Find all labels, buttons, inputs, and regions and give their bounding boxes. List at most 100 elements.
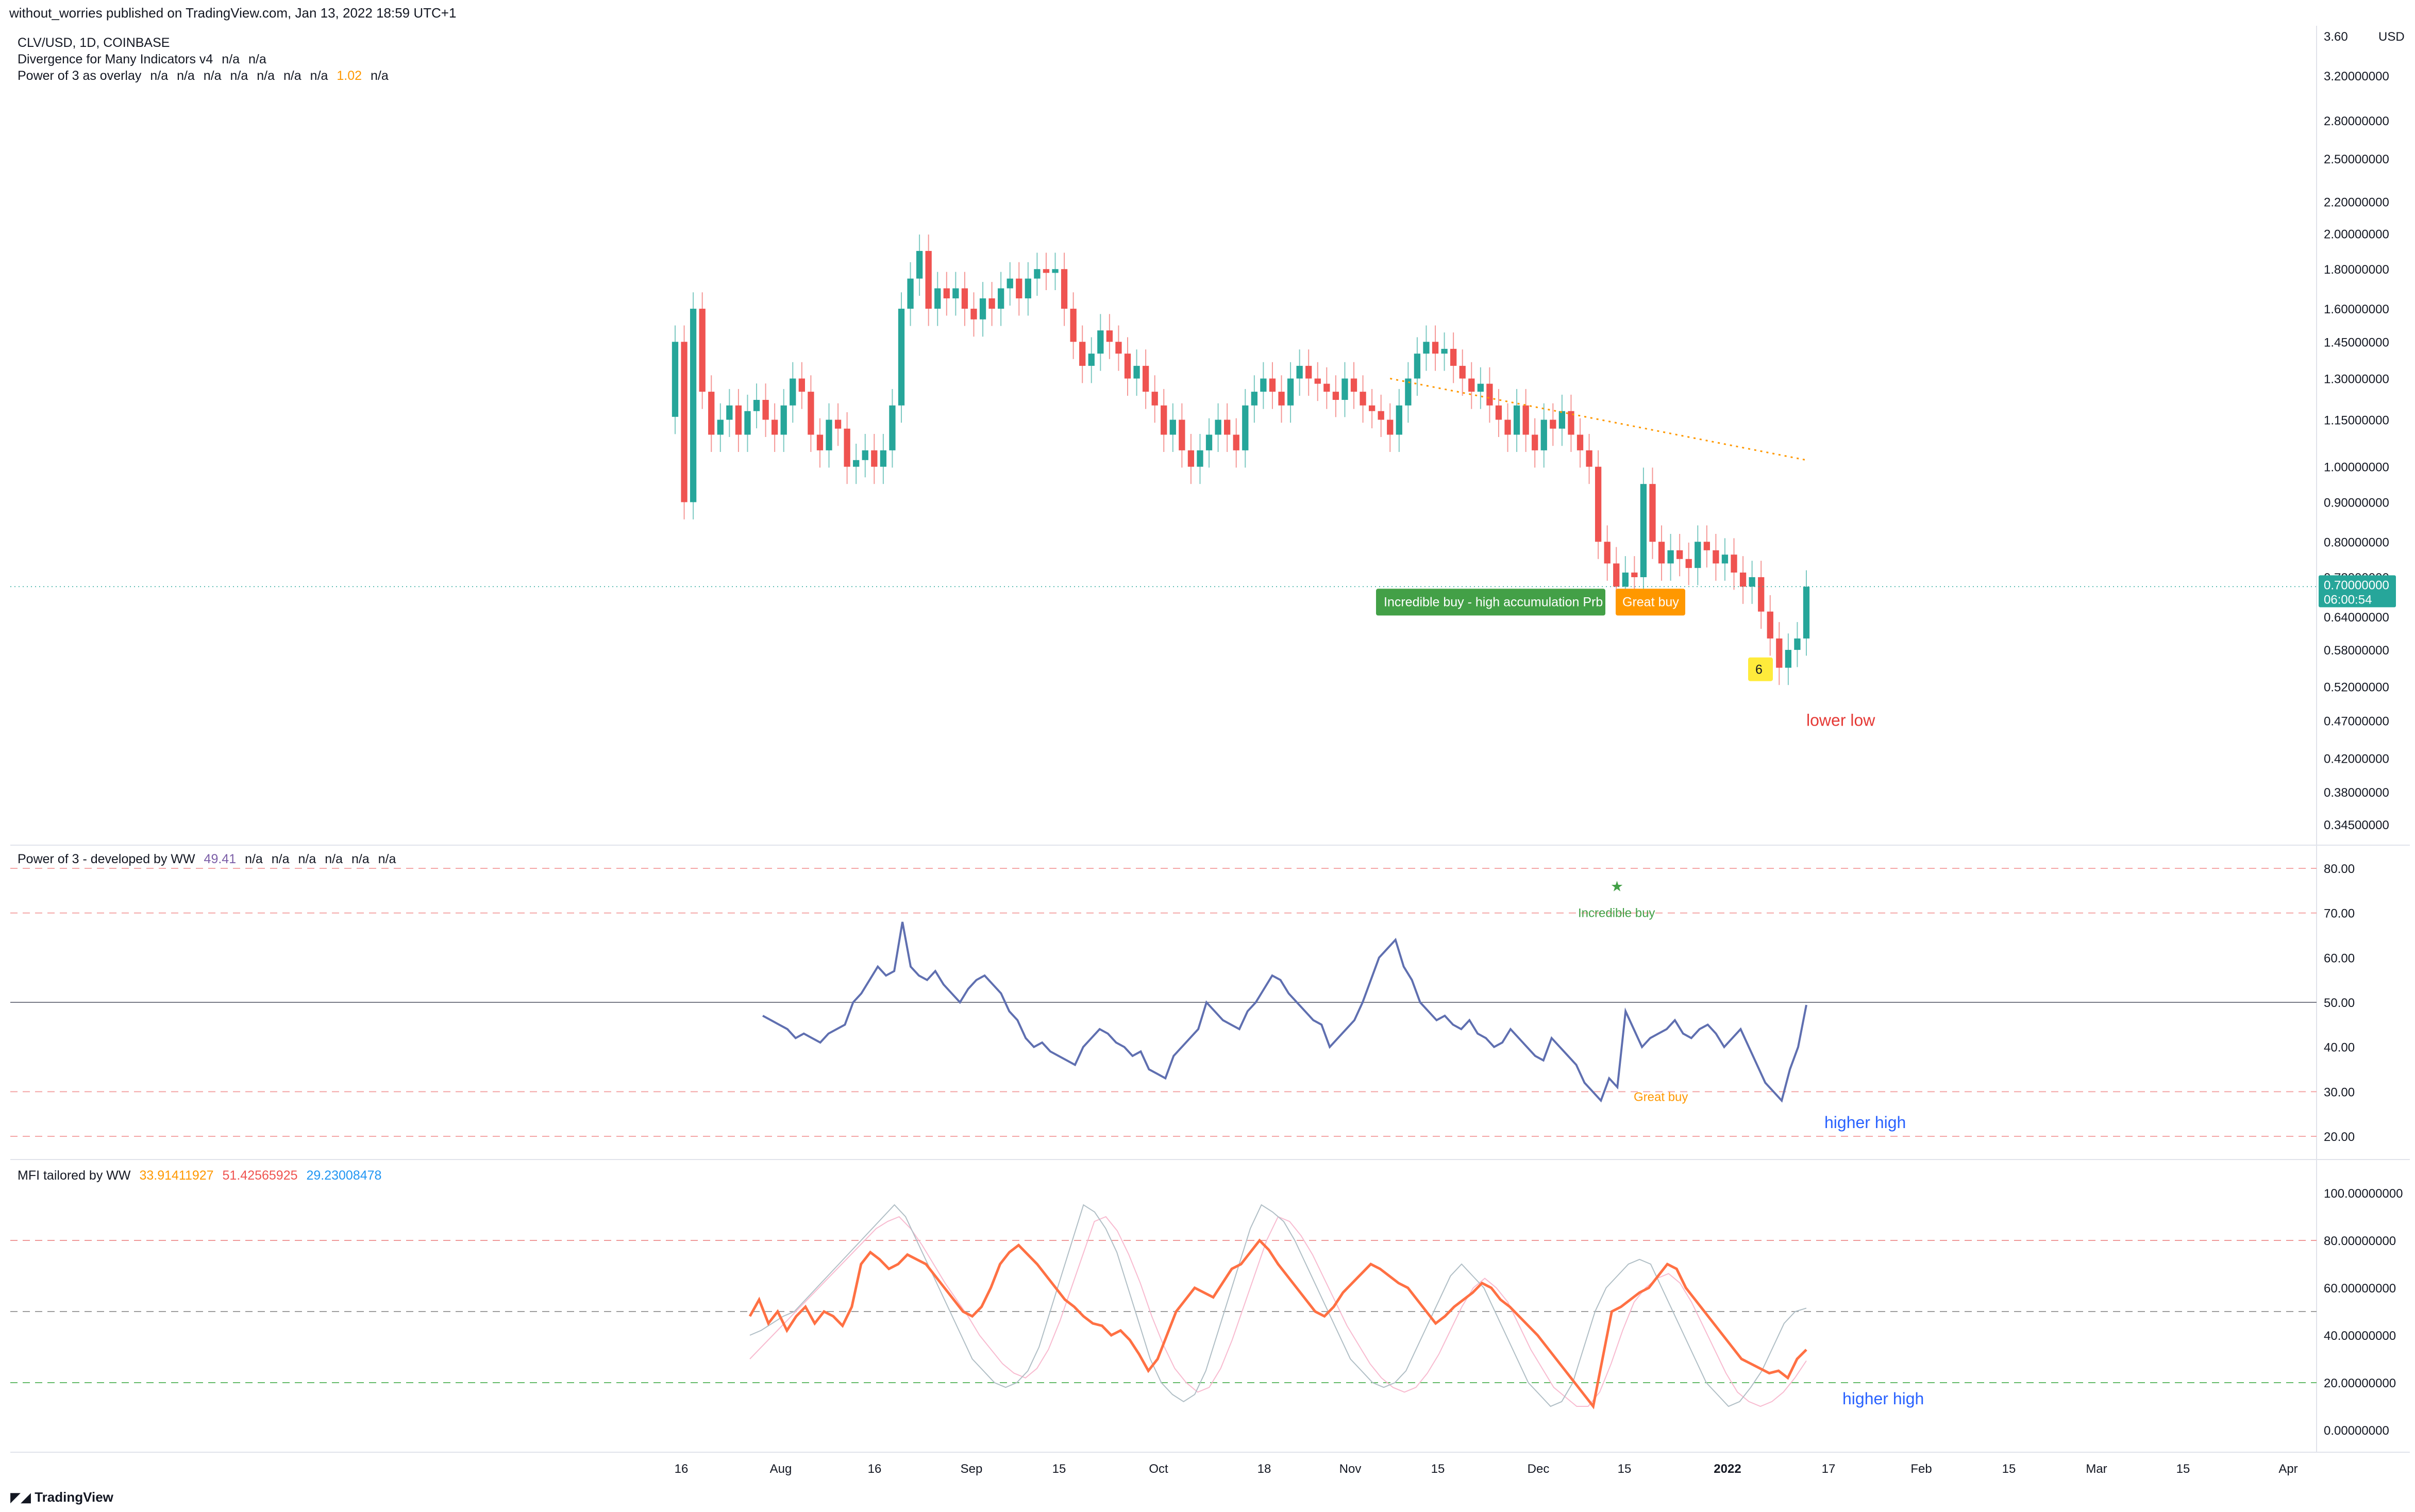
candle	[1187, 450, 1195, 467]
candle	[762, 399, 769, 420]
candle	[1441, 348, 1448, 354]
great-buy-badge	[1616, 589, 1685, 616]
price-tick-label: 2.80000000	[2324, 114, 2389, 128]
osc-tick-label: 80.00	[2324, 862, 2355, 876]
candle	[1776, 638, 1783, 668]
candle	[1658, 542, 1665, 564]
price-tick-label: 2.50000000	[2324, 153, 2389, 166]
candle	[1468, 378, 1475, 392]
mfi-title: MFI tailored by WW	[18, 1168, 131, 1183]
candle	[1287, 378, 1294, 406]
candle	[708, 392, 715, 435]
price-tick-label: 1.45000000	[2324, 335, 2389, 349]
candle	[1504, 419, 1511, 435]
divergence-value: n/a	[222, 52, 240, 66]
symbol-label: CLV/USD, 1D, COINBASE	[18, 36, 170, 50]
time-tick-label: Aug	[770, 1462, 792, 1476]
candle	[961, 288, 968, 309]
candle	[1007, 278, 1013, 289]
power3-extra: n/a	[378, 852, 396, 866]
price-tick-label: 0.42000000	[2324, 752, 2389, 766]
time-tick-label: Feb	[1910, 1462, 1932, 1476]
divergence-value: n/a	[248, 52, 266, 66]
candle	[772, 419, 778, 435]
candle	[1577, 434, 1584, 450]
candle	[1242, 405, 1249, 450]
osc-tick-label: 70.00	[2324, 907, 2355, 921]
candle	[1341, 378, 1348, 400]
candle	[925, 250, 932, 309]
candle	[952, 288, 959, 298]
candle	[1151, 392, 1158, 406]
candle	[1477, 383, 1484, 392]
price-tick-label: 3.20000000	[2324, 70, 2389, 83]
candle	[717, 419, 724, 435]
price-tick-label: 1.60000000	[2324, 303, 2389, 316]
candle	[979, 298, 986, 320]
price-tick-label: 1.80000000	[2324, 263, 2389, 277]
candle	[1079, 342, 1086, 366]
price-tick-label: 2.20000000	[2324, 195, 2389, 209]
candle	[690, 309, 697, 502]
higher-high-mfi-label: higher high	[1842, 1389, 1924, 1408]
tv-mark-icon: ◤◢	[10, 1489, 35, 1505]
mfi-value: 51.42565925	[222, 1168, 298, 1183]
candle	[1016, 278, 1022, 298]
candle	[735, 405, 742, 435]
power3-extra: n/a	[245, 852, 263, 866]
candle	[998, 288, 1004, 309]
candle	[1251, 392, 1257, 406]
price-tick-label: 1.00000000	[2324, 461, 2389, 475]
lower-low-label: lower low	[1806, 711, 1875, 729]
candle	[1568, 411, 1574, 435]
candle	[1414, 354, 1421, 379]
candle	[1667, 550, 1674, 564]
symbol-legend: CLV/USD, 1D, COINBASE	[18, 35, 175, 51]
star-icon: ★	[1611, 879, 1623, 895]
candle	[1459, 365, 1466, 379]
mfi-tick-label: 0.00000000	[2324, 1424, 2389, 1438]
incredible-buy-badge	[1376, 589, 1605, 616]
price-tick-label: 0.47000000	[2324, 714, 2389, 728]
price-tick-label: 3.60	[2324, 30, 2348, 44]
candle	[1161, 405, 1167, 435]
candle	[1396, 405, 1402, 435]
candle	[970, 309, 977, 320]
tradingview-brand: TradingView	[35, 1489, 113, 1505]
candle	[1432, 342, 1439, 354]
candle	[1495, 405, 1502, 420]
price-tick-label: 0.52000000	[2324, 680, 2389, 694]
power3-line	[762, 921, 1807, 1103]
candle	[1260, 378, 1267, 392]
candle	[1522, 405, 1529, 435]
candle	[1360, 392, 1366, 406]
candle	[1703, 542, 1710, 550]
candle	[1034, 269, 1041, 279]
candle	[934, 288, 941, 309]
candle	[907, 278, 914, 309]
overlay-value: n/a	[230, 69, 248, 83]
candle	[1142, 365, 1149, 392]
candle	[1513, 405, 1520, 435]
candle	[1695, 542, 1701, 568]
candle	[808, 392, 814, 435]
candle	[988, 298, 995, 309]
candle	[943, 288, 950, 298]
time-tick-label: 18	[1257, 1462, 1271, 1476]
overlay-value: n/a	[283, 69, 301, 83]
overlay-title: Power of 3 as overlay	[18, 69, 142, 83]
candle	[1061, 269, 1068, 309]
candle	[1558, 411, 1566, 429]
higher-high-label: higher high	[1824, 1113, 1906, 1132]
candle	[1332, 392, 1339, 400]
candle	[1314, 378, 1321, 384]
candle	[1713, 550, 1719, 564]
time-tick-label: Nov	[1339, 1462, 1362, 1476]
candle	[1631, 573, 1638, 578]
candle	[699, 309, 706, 392]
osc-tick-label: 20.00	[2324, 1130, 2355, 1144]
candle	[862, 450, 868, 460]
power3-legend: Power of 3 - developed by WW 49.41 n/a n…	[18, 851, 401, 867]
